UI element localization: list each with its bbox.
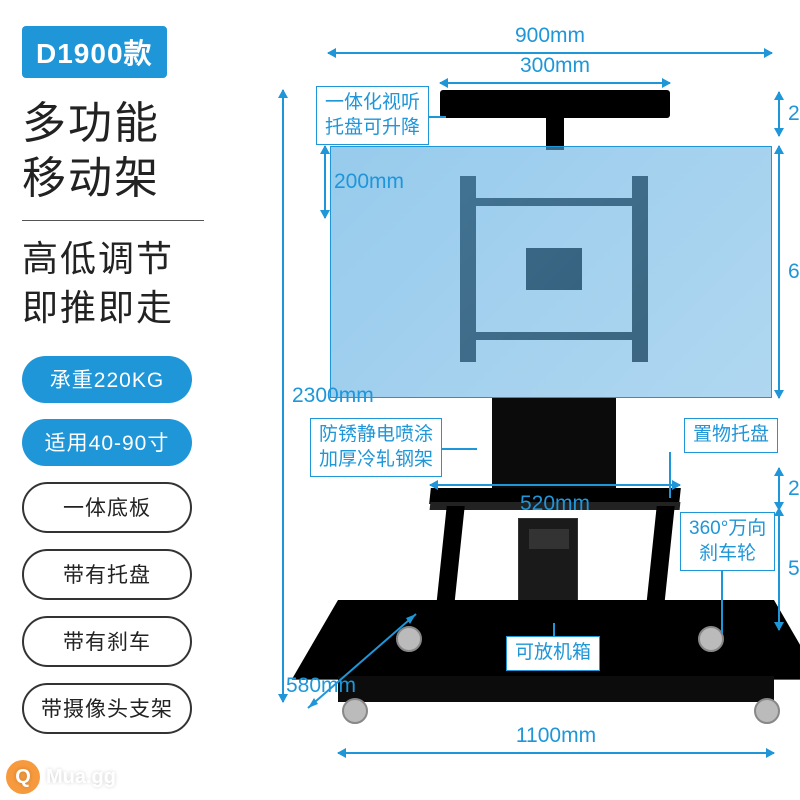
center-column bbox=[492, 398, 616, 490]
watermark-icon: Q bbox=[6, 760, 40, 794]
caster bbox=[754, 698, 780, 724]
dim-base-depth bbox=[298, 604, 438, 724]
feature-pill: 带有刹车 bbox=[22, 616, 192, 667]
divider bbox=[22, 220, 204, 221]
watermark-text: Mua.gg bbox=[46, 766, 116, 789]
subtitle-line-2: 即推即走 bbox=[22, 287, 174, 328]
product-subtitle: 高低调节 即推即走 bbox=[22, 235, 204, 332]
dim-base-depth-label: 580mm bbox=[286, 674, 356, 698]
dim-tray_width: 520mm bbox=[430, 484, 680, 486]
feature-pill: 带摄像头支架 bbox=[22, 683, 192, 734]
dim-label: 2300mm bbox=[292, 384, 374, 408]
callout-case: 可放机箱 bbox=[506, 636, 600, 671]
dim-label: 200mm bbox=[334, 170, 404, 194]
sidebar: D1900款 多功能 移动架 高低调节 即推即走 承重220KG 适用40-90寸… bbox=[22, 26, 204, 734]
dim-base_width: 1100mm bbox=[338, 752, 774, 754]
feature-pill: 一体底板 bbox=[22, 482, 192, 533]
dim-label: 520mm bbox=[520, 492, 590, 516]
feature-pill: 承重220KG bbox=[22, 356, 192, 403]
dim-label: 280mm bbox=[788, 477, 800, 501]
feature-pill: 适用40-90寸 bbox=[22, 419, 192, 466]
watermark: Q Mua.gg bbox=[6, 760, 116, 794]
subtitle-line-1: 高低调节 bbox=[22, 238, 174, 279]
callout-line: 一体化视听 bbox=[325, 92, 420, 113]
dim-label: 620mm bbox=[788, 260, 800, 284]
callout-line: 置物托盘 bbox=[693, 424, 769, 445]
top-shelf bbox=[440, 90, 670, 118]
callout-line: 托盘可升降 bbox=[325, 117, 420, 138]
title-line-1: 多功能 bbox=[22, 99, 160, 148]
feature-pill: 带有托盘 bbox=[22, 549, 192, 600]
dim-shelf_depth: 220mm bbox=[778, 92, 780, 136]
dim-screen_height: 620mm bbox=[778, 146, 780, 398]
dim-tray_depth: 280mm bbox=[778, 468, 780, 510]
model-badge: D1900款 bbox=[22, 26, 167, 78]
product-title: 多功能 移动架 bbox=[22, 96, 204, 206]
dim-label: 900mm bbox=[515, 24, 585, 48]
callout-shelf: 置物托盘 bbox=[684, 418, 778, 453]
callout-top-tray: 一体化视听 托盘可升降 bbox=[316, 86, 429, 145]
callout-frame: 防锈静电喷涂 加厚冷轧钢架 bbox=[310, 418, 442, 477]
dim-shelf_width: 300mm bbox=[440, 82, 670, 84]
top-post bbox=[546, 116, 564, 150]
dim-leg_height: 500mm bbox=[778, 508, 780, 630]
dim-label: 300mm bbox=[520, 54, 590, 78]
dim-label: 220mm bbox=[788, 102, 800, 126]
callout-line: 刹车轮 bbox=[699, 543, 756, 564]
dim-total_height: 2300mm bbox=[282, 90, 284, 702]
callout-line: 加厚冷轧钢架 bbox=[319, 449, 433, 470]
product-diagram: 一体化视听 托盘可升降 防锈静电喷涂 加厚冷轧钢架 置物托盘 可放机箱 360°… bbox=[230, 16, 790, 786]
feature-pill-list: 承重220KG 适用40-90寸一体底板带有托盘带有刹车带摄像头支架 bbox=[22, 356, 204, 734]
dim-label: 1100mm bbox=[516, 724, 596, 748]
callout-line: 360°万向 bbox=[689, 518, 766, 539]
dim-label: 500mm bbox=[788, 557, 800, 581]
callout-casters: 360°万向 刹车轮 bbox=[680, 512, 775, 571]
callout-line: 防锈静电喷涂 bbox=[319, 424, 433, 445]
callout-line: 可放机箱 bbox=[515, 642, 591, 663]
dim-screen_gap_top: 200mm bbox=[324, 146, 326, 218]
title-line-2: 移动架 bbox=[22, 154, 160, 203]
